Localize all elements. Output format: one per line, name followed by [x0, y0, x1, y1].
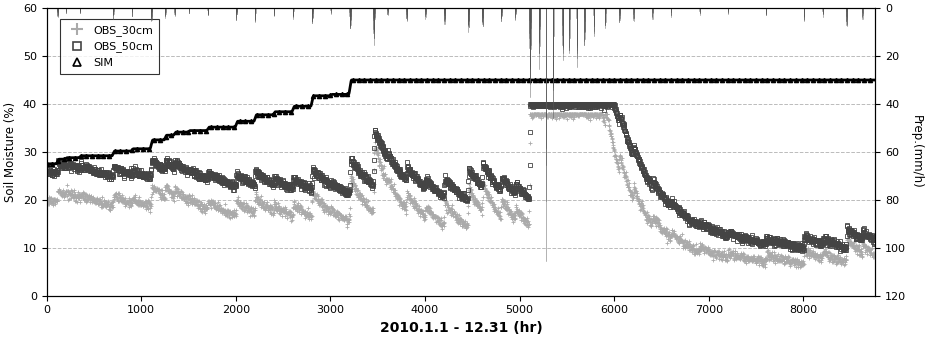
SIM — [46, 162, 57, 166]
OBS_30cm — [60, 190, 71, 194]
SIM — [251, 113, 262, 117]
OBS_50cm — [563, 102, 574, 106]
SIM — [529, 78, 540, 82]
OBS_50cm — [827, 239, 838, 243]
OBS_30cm — [290, 204, 301, 208]
OBS_30cm — [870, 251, 881, 255]
SIM — [143, 147, 154, 151]
Line: SIM: SIM — [44, 78, 871, 166]
OBS_50cm — [534, 102, 545, 106]
OBS_50cm — [870, 238, 881, 242]
Line: OBS_50cm: OBS_50cm — [44, 102, 877, 253]
Line: OBS_30cm: OBS_30cm — [44, 112, 877, 270]
OBS_30cm — [794, 265, 806, 270]
OBS_50cm — [834, 249, 845, 253]
SIM — [535, 78, 546, 82]
OBS_50cm — [41, 166, 52, 170]
OBS_50cm — [60, 165, 71, 170]
OBS_30cm — [41, 201, 52, 205]
Y-axis label: Prep.(mm/h): Prep.(mm/h) — [909, 115, 923, 189]
Y-axis label: Soil Moisture (%): Soil Moisture (%) — [4, 102, 18, 202]
OBS_30cm — [534, 112, 545, 116]
OBS_30cm — [525, 112, 536, 116]
SIM — [279, 110, 290, 114]
OBS_30cm — [563, 113, 574, 117]
SIM — [41, 162, 52, 166]
Legend: OBS_30cm, OBS_50cm, SIM: OBS_30cm, OBS_50cm, SIM — [60, 19, 159, 74]
OBS_50cm — [421, 177, 432, 181]
X-axis label: 2010.1.1 - 12.31 (hr): 2010.1.1 - 12.31 (hr) — [379, 321, 542, 335]
SIM — [461, 78, 472, 82]
SIM — [864, 78, 875, 82]
OBS_30cm — [421, 205, 432, 209]
OBS_50cm — [290, 179, 301, 183]
SIM — [246, 119, 257, 123]
OBS_30cm — [827, 260, 838, 264]
OBS_50cm — [525, 102, 536, 106]
